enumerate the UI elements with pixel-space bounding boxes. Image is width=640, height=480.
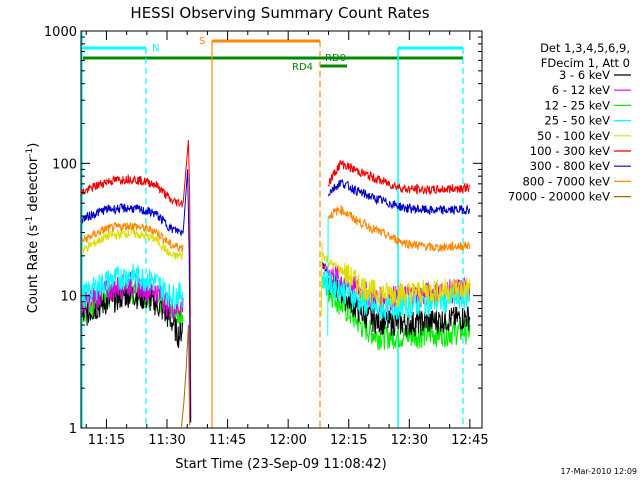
x-tick-label: 11:45: [209, 433, 246, 448]
x-tick-label: 12:15: [330, 433, 367, 448]
legend-entry-label: 7000 - 20000 keV: [508, 190, 610, 204]
legend-entry-label: 800 - 7000 keV: [522, 174, 610, 188]
y-tick-label: 10: [60, 290, 77, 305]
legend-entry-label: 100 - 300 keV: [530, 144, 610, 158]
chart-title: HESSI Observing Summary Count Rates: [130, 4, 429, 22]
series-100-300-kev-post: [328, 160, 471, 196]
y-tick-label: 1: [69, 422, 77, 437]
rd0-label: RD0: [325, 53, 346, 64]
legend-entry-label: 300 - 800 keV: [530, 159, 610, 173]
x-axis-label: Start Time (23-Sep-09 11:08:42): [175, 457, 386, 472]
saa-label: S: [199, 36, 205, 47]
flare-spike-red: [182, 139, 192, 423]
series-800-7000-kev-pre: [81, 221, 184, 253]
series-800-7000-kev-post: [328, 205, 471, 253]
timestamp: 17-Mar-2010 12:09: [561, 467, 638, 476]
x-tick-label: 11:15: [88, 433, 125, 448]
post-saa-ramp-2: [320, 243, 323, 317]
flare-spike-blue: [182, 169, 191, 423]
legend-entry-label: 50 - 100 keV: [537, 129, 610, 143]
legend-header: Det 1,3,4,5,6,9,: [540, 41, 630, 55]
legend-entry-label: 12 - 25 keV: [544, 98, 610, 112]
series-25-50-kev-pre: [81, 263, 184, 310]
legend-entry-label: 25 - 50 keV: [544, 114, 610, 128]
rd4-label: RD4: [292, 62, 313, 73]
legend-entry-label: 3 - 6 keV: [559, 68, 610, 82]
legend-header: FDecim 1, Att 0: [541, 56, 630, 70]
x-tick-label: 12:00: [269, 433, 306, 448]
y-tick-label: 100: [52, 157, 77, 172]
x-tick-label: 11:30: [148, 433, 185, 448]
plot-frame: [80, 30, 483, 429]
series-100-300-kev-pre: [81, 174, 184, 208]
series-300-800-kev-post: [328, 178, 471, 216]
x-tick-label: 12:30: [391, 433, 428, 448]
legend: Det 1,3,4,5,6,9,FDecim 1, Att 03 - 6 keV…: [508, 41, 631, 204]
night-label: N: [152, 43, 159, 54]
series-50-100-kev-post: [322, 252, 471, 308]
y-tick-label: 1000: [44, 25, 77, 40]
series-7000-20000-kev-trace: [181, 324, 191, 427]
legend-entry-label: 6 - 12 keV: [552, 83, 610, 97]
x-tick-label: 12:45: [451, 433, 488, 448]
series-300-800-kev-pre: [81, 203, 184, 237]
series-12-25-kev-post: [322, 273, 471, 350]
y-axis-label: Count Rate (s-1 detector-1): [25, 143, 41, 314]
